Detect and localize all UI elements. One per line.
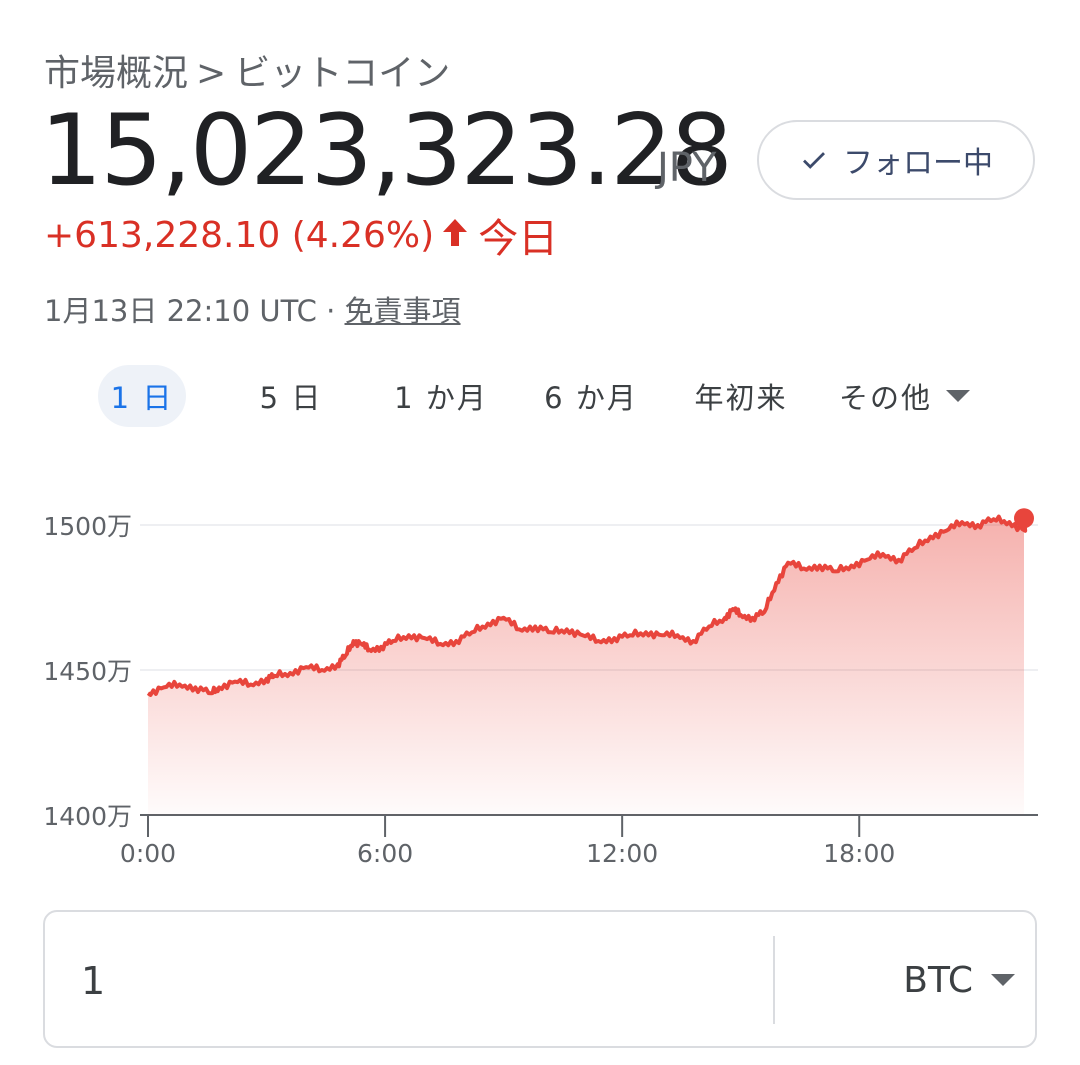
x-tick-label: 0:00 xyxy=(120,839,176,868)
tab-1-month[interactable]: 1 か月 xyxy=(394,381,488,415)
dropdown-arrow-icon xyxy=(946,390,971,402)
follow-button-label: フォロー中 xyxy=(843,146,993,181)
tab-6-months[interactable]: 6 か月 xyxy=(544,381,638,415)
converter-divider xyxy=(773,936,775,1024)
tab-1-day[interactable]: 1 日 xyxy=(98,365,186,427)
price-chart[interactable]: 1500万 1450万 1400万 0:00 6:00 12:00 18:00 xyxy=(0,440,1080,880)
range-tabs: 1 日 5 日 1 か月 6 か月 年初来 その他 xyxy=(98,364,971,428)
quote-meta: 1月13日 22:10 UTC · 免責事項 xyxy=(44,288,461,330)
y-tick-label: 1500万 xyxy=(43,512,132,541)
breadcrumb-parent-link[interactable]: 市場概況 xyxy=(44,53,189,94)
change-period: 今日 xyxy=(478,216,559,262)
x-tick-label: 18:00 xyxy=(823,839,895,868)
x-tick-label: 6:00 xyxy=(357,839,413,868)
amount-input[interactable] xyxy=(79,952,703,1010)
tab-ytd[interactable]: 年初来 xyxy=(694,381,788,415)
meta-separator: · xyxy=(326,294,336,328)
disclaimer-link[interactable]: 免責事項 xyxy=(344,294,461,328)
tab-5-days[interactable]: 5 日 xyxy=(259,381,323,415)
unit-select-value: BTC xyxy=(903,959,973,1001)
price-line xyxy=(146,514,1028,697)
x-tick-label: 12:00 xyxy=(586,839,658,868)
price-value: 15,023,323.28 xyxy=(40,94,733,208)
timestamp: 1月13日 22:10 UTC xyxy=(44,294,317,328)
price-change: +613,228.10 (4.26%) 今日 xyxy=(44,206,558,264)
currency-converter: BTC xyxy=(43,910,1037,1048)
check-icon xyxy=(803,152,825,169)
arrow-up-icon xyxy=(442,215,468,256)
unit-select[interactable]: BTC xyxy=(805,942,1015,1018)
change-value: +613,228.10 (4.26%) xyxy=(44,214,435,256)
y-tick-label: 1400万 xyxy=(43,802,132,831)
tab-more-label: その他 xyxy=(839,381,933,415)
last-price-dot xyxy=(1014,508,1034,529)
y-tick-label: 1450万 xyxy=(43,657,132,686)
breadcrumb: 市場概況 > ビットコイン xyxy=(44,44,450,96)
price-area-fill xyxy=(148,516,1026,815)
breadcrumb-current: ビットコイン xyxy=(234,53,451,94)
tab-more[interactable]: その他 xyxy=(839,365,971,427)
currency-code: JPY xyxy=(657,145,717,191)
follow-button[interactable]: フォロー中 xyxy=(757,120,1035,200)
breadcrumb-separator: > xyxy=(196,53,227,94)
dropdown-arrow-icon xyxy=(991,974,1015,986)
